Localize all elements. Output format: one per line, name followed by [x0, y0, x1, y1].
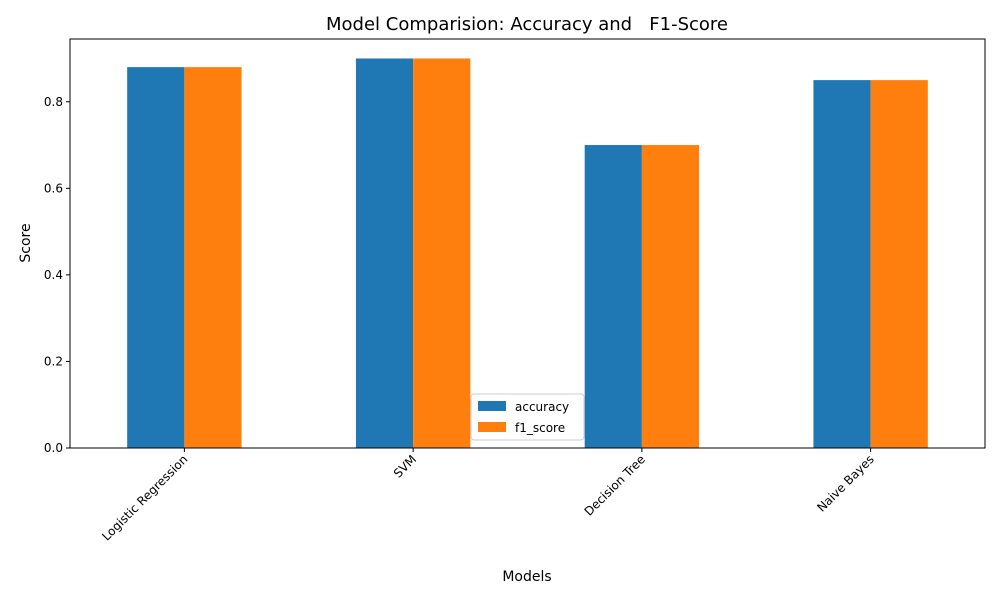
y-tick-label: 0.8: [44, 95, 63, 109]
bar-f1_score-svm: [413, 58, 471, 448]
chart-title: Model Comparision: Accuracy and F1-Score: [326, 14, 728, 35]
bar-f1_score-decision-tree: [641, 145, 700, 448]
x-tick-label: Logistic Regression: [99, 452, 190, 543]
x-axis-label: Models: [502, 569, 551, 585]
legend-swatch-f1_score: [478, 422, 506, 432]
y-tick-label: 0.4: [44, 268, 63, 282]
x-axis-ticks: Logistic Regression SVM Decision Tree Naive…: [99, 448, 877, 544]
bar-accuracy-svm: [355, 58, 414, 448]
y-tick-label: 0.2: [44, 354, 63, 368]
x-tick-label: SVM: [391, 452, 419, 480]
legend: accuracy f1_score: [470, 393, 585, 441]
y-tick-label: 0.0: [44, 441, 63, 455]
legend-label-accuracy: accuracy: [515, 400, 569, 414]
axes-frame: [69, 38, 986, 449]
bar-f1_score-logistic-regression: [184, 67, 242, 449]
x-tick-label: Naive Bayes: [814, 452, 876, 514]
bar-f1_score-naive-bayes: [870, 80, 928, 449]
bar-accuracy-decision-tree: [584, 145, 642, 448]
axes-layer: [69, 38, 986, 449]
y-axis-label: Score: [18, 223, 34, 262]
x-tick-label: Decision Tree: [582, 452, 648, 518]
bar-accuracy-logistic-regression: [127, 67, 185, 449]
bars-layer: [127, 58, 928, 449]
y-tick-label: 0.6: [44, 181, 63, 195]
legend-label-f1_score: f1_score: [515, 421, 565, 435]
legend-swatch-accuracy: [478, 401, 506, 411]
y-axis-ticks: 0.0 0.2 0.4 0.6 0.8: [44, 95, 70, 455]
bar-accuracy-naive-bayes: [813, 80, 871, 449]
